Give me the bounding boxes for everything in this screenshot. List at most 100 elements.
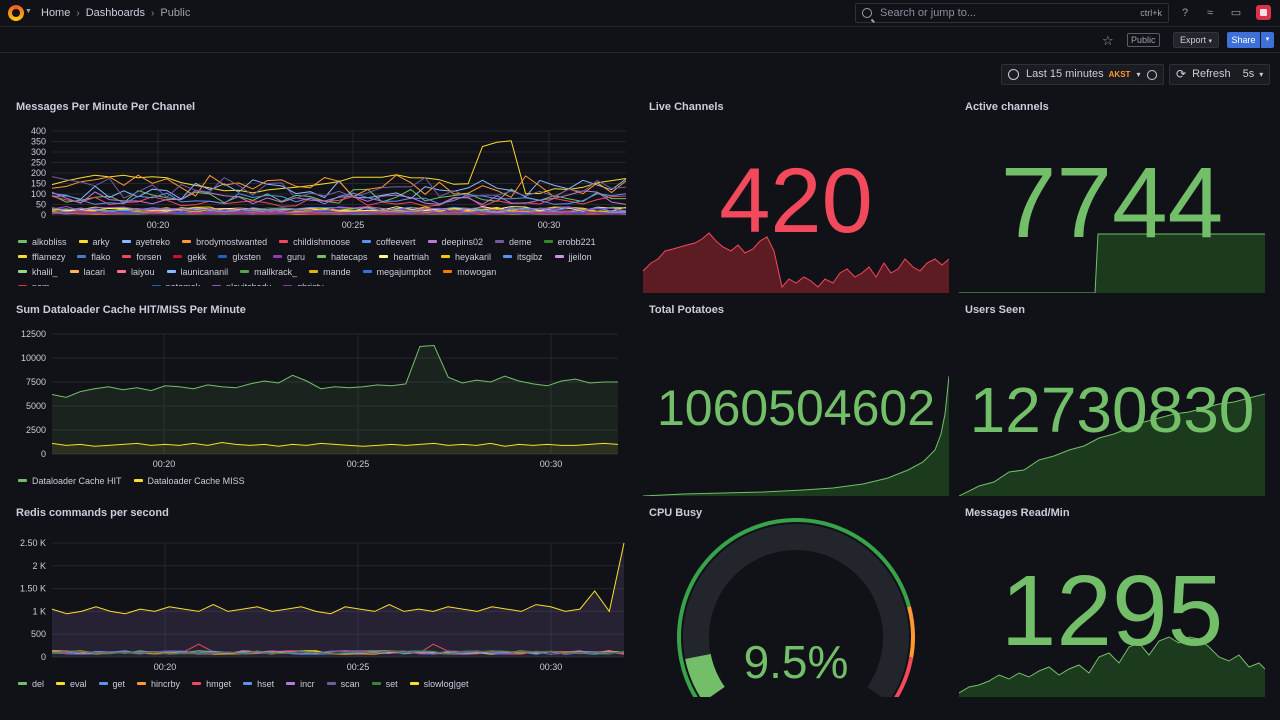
legend-item[interactable]: arky (78, 234, 110, 249)
legend-item[interactable]: coffeevert (362, 234, 416, 249)
legend-label: brodymostwanted (196, 236, 268, 247)
legend-swatch (117, 270, 127, 273)
legend-item[interactable]: itsgibz (503, 249, 543, 264)
refresh-icon: ⟳ (1176, 67, 1187, 81)
legend-item[interactable]: slowlog|get (409, 676, 469, 691)
legend-item[interactable]: Dataloader Cache MISS (133, 473, 245, 488)
legend-item[interactable]: heyakaril (441, 249, 491, 264)
legend-item[interactable]: laiyou (117, 264, 155, 279)
breadcrumb-home[interactable]: Home (41, 7, 71, 19)
legend-label: erobb221 (557, 236, 596, 247)
y-tick-label: 2 K (32, 561, 46, 571)
legend-item[interactable]: mande (309, 264, 351, 279)
legend-item[interactable]: launicananil (166, 264, 228, 279)
legend-item[interactable]: del (18, 676, 44, 691)
share-button[interactable]: Share (1227, 32, 1260, 48)
legend-item[interactable]: deepins02 (427, 234, 483, 249)
legend-item[interactable]: lacari (69, 264, 105, 279)
legend-label: glxsten (232, 251, 261, 262)
legend-item[interactable]: playitshady (212, 279, 271, 286)
legend-item[interactable]: mowogan (443, 264, 496, 279)
x-tick-label: 00:20 (153, 459, 176, 469)
grafana-logo-icon[interactable] (8, 5, 24, 21)
legend-item[interactable]: ayetreko (121, 234, 170, 249)
panel-title: Sum Dataloader Cache HIT/MISS Per Minute (16, 304, 246, 316)
legend-item[interactable]: hmget (192, 676, 231, 691)
legend-item[interactable]: incr (286, 676, 315, 691)
chart-legend: alkobliss arky ayetreko brodymostwanted chil… (18, 234, 623, 286)
zoom-out-button[interactable] (1141, 64, 1164, 85)
news-rss-icon[interactable]: ≈ (1206, 7, 1214, 19)
panel-messages-read[interactable]: Messages Read/Min 1295 (959, 507, 1265, 697)
legend-item[interactable]: heartriah (379, 249, 429, 264)
legend-item[interactable]: brodymostwanted (182, 234, 267, 249)
legend-item[interactable]: qhristv (283, 279, 324, 286)
legend-item[interactable]: deme (495, 234, 532, 249)
legend-item[interactable]: fflamezy (18, 249, 65, 264)
legend-label: jjeilon (568, 251, 592, 262)
chevron-down-icon[interactable]: ▼ (25, 8, 32, 15)
refresh-interval[interactable]: 5s (1242, 68, 1255, 80)
legend-item[interactable]: scan (326, 676, 360, 691)
search-placeholder: Search or jump to... (880, 7, 976, 19)
series-line-qhristv (51, 212, 626, 215)
legend-item[interactable]: Dataloader Cache HIT (18, 473, 122, 488)
time-range-picker[interactable]: Last 15 minutes AKST ▾ (1001, 64, 1164, 85)
series-line-brodymostwanted (51, 174, 627, 198)
legend-item[interactable]: gekk (173, 249, 206, 264)
help-icon[interactable]: ? (1181, 7, 1189, 19)
legend-swatch (18, 682, 27, 685)
series-line-scan (51, 650, 625, 655)
stat-value: 420 (719, 150, 873, 252)
panel-active-channels[interactable]: Active channels 7744 (959, 101, 1265, 293)
legend-item[interactable]: set (371, 676, 398, 691)
panel-total-potatoes[interactable]: Total Potatoes 1060504602 (643, 304, 949, 496)
share-dropdown-button[interactable]: ▾ (1261, 32, 1274, 48)
panel-live-channels[interactable]: Live Channels 420 (643, 101, 949, 293)
legend-label: Dataloader Cache MISS (147, 475, 245, 486)
refresh-button[interactable]: ⟳ Refresh 5s ▾ (1169, 64, 1270, 85)
legend-item[interactable]: natemek (151, 279, 200, 286)
export-button[interactable]: Export ▾ (1173, 32, 1220, 48)
legend-item[interactable]: hset (243, 676, 274, 691)
legend-item[interactable]: guru (272, 249, 305, 264)
breadcrumb-current: Public (160, 7, 191, 19)
legend-item[interactable]: megajumpbot (362, 264, 431, 279)
user-avatar[interactable] (1256, 5, 1271, 20)
legend-item[interactable]: hatecaps (316, 249, 367, 264)
cpu-gauge (677, 518, 915, 697)
kiosk-monitor-icon[interactable]: ▭ (1230, 7, 1242, 19)
legend-item[interactable]: mallkrack_ (240, 264, 297, 279)
legend-item[interactable]: nam__________________ (18, 279, 140, 286)
legend-item[interactable]: get (98, 676, 125, 691)
legend-label: del (32, 678, 45, 689)
legend-item[interactable]: flako (77, 249, 110, 264)
panel-cpu-busy[interactable]: CPU Busy 9.5% (643, 507, 949, 697)
legend-item[interactable]: khalil_ (18, 264, 58, 279)
legend-item[interactable]: hincrby (137, 676, 180, 691)
legend-item[interactable]: glxsten (218, 249, 261, 264)
legend-item[interactable]: erobb221 (543, 234, 596, 249)
legend-item[interactable]: eval (56, 676, 87, 691)
legend-swatch (371, 682, 381, 685)
panel-messages-per-minute[interactable]: Messages Per Minute Per Channel 0 50 100 15… (16, 101, 628, 289)
legend-item[interactable]: forsen (122, 249, 161, 264)
legend-item[interactable]: alkobliss (18, 234, 67, 249)
y-tick-label: 0 (41, 652, 46, 662)
panel-redis-commands[interactable]: Redis commands per second 0 500 1 K 1.50 K 2… (16, 507, 628, 697)
favorite-star-icon[interactable]: ☆ (1102, 33, 1114, 48)
dataloader-timeseries-chart[interactable]: 0 2500 5000 7500 10000 12500 00:20 00:25 00:30 (16, 326, 628, 476)
redis-timeseries-chart[interactable]: 0 500 1 K 1.50 K 2 K 2.50 K 00:20 00:25 00:30 (16, 533, 628, 679)
chevron-down-icon: ▾ (1136, 70, 1141, 79)
breadcrumb-dashboards[interactable]: Dashboards (85, 7, 146, 19)
panel-dataloader-cache[interactable]: Sum Dataloader Cache HIT/MISS Per Minute… (16, 304, 628, 492)
legend-item[interactable]: childishmoose (279, 234, 350, 249)
legend-swatch (427, 240, 437, 243)
timezone-badge: AKST (1108, 70, 1131, 79)
legend-label: coffeevert (376, 236, 416, 247)
search-input[interactable]: Search or jump to... ctrl+k (855, 3, 1169, 23)
legend-label: slowlog|get (423, 678, 469, 689)
legend-item[interactable]: jjeilon (554, 249, 592, 264)
panel-users-seen[interactable]: Users Seen 12730830 (959, 304, 1265, 496)
